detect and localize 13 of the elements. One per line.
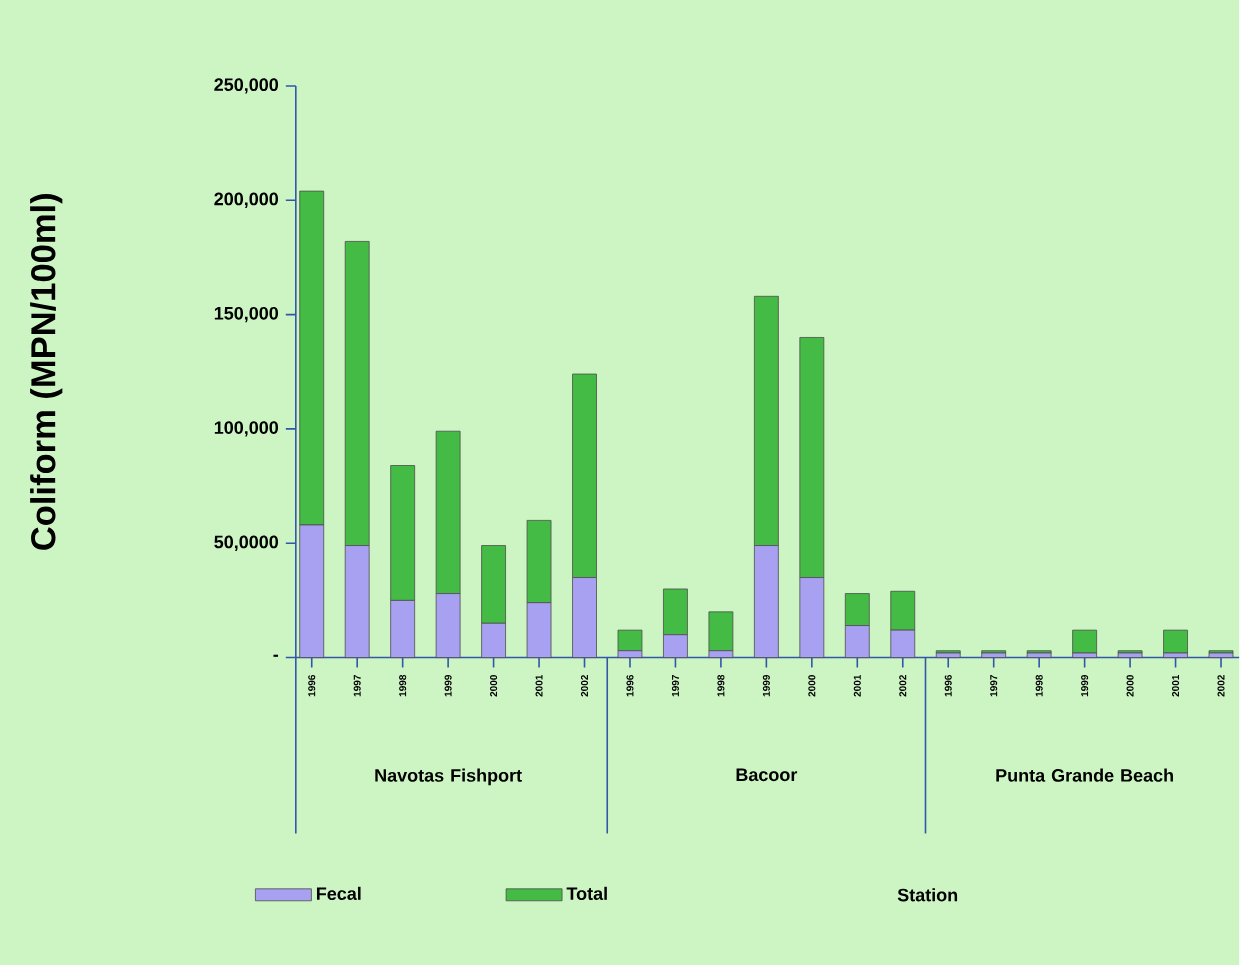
y-axis-title: Coliform (MPN/100ml) [30,194,63,551]
legend-label: Total [566,887,607,901]
text: Navotas Fishport [375,768,522,786]
y-tick-label: 50,0000 [214,535,279,552]
y-tick-label: 200,000 [214,192,279,209]
y-tick-label: 150,000 [214,307,279,323]
text: Punta Grande Beach [996,768,1173,783]
legend-label: Fecal [316,887,361,901]
y-tick-label: 100,000 [214,421,279,437]
text: Bacoor [736,768,798,782]
y-tick-label: 250,000 [214,78,279,94]
text: Station [897,888,958,902]
y-tick-label: - [273,655,279,658]
